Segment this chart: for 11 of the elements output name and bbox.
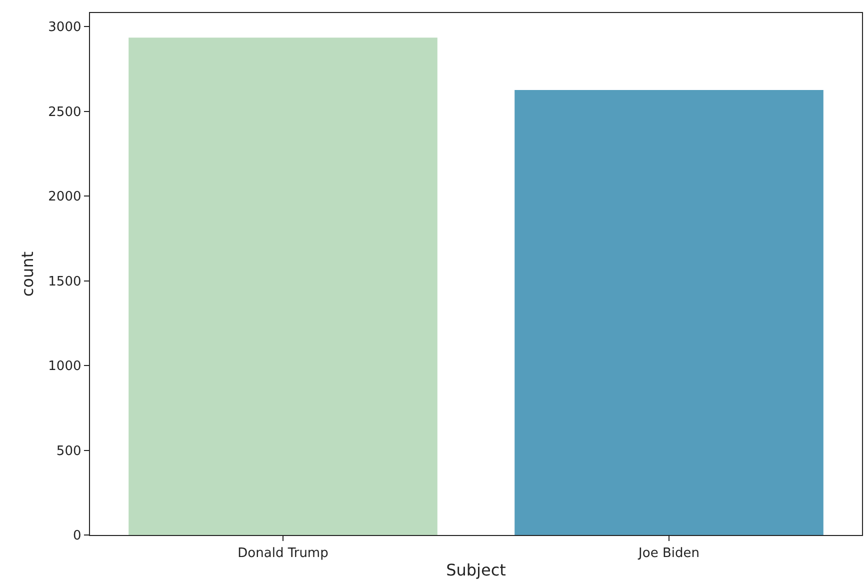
y-tick-label: 1500: [48, 274, 82, 290]
x-tick-label: Joe Biden: [638, 546, 700, 561]
y-tick-label: 0: [72, 528, 82, 544]
y-tick-label: 2000: [48, 190, 82, 205]
y-tick-label: 1000: [48, 359, 82, 374]
y-tick-label: 3000: [48, 20, 82, 36]
x-axis-title: Subject: [446, 560, 506, 580]
y-tick-label: 500: [56, 444, 82, 459]
y-axis-title: count: [18, 251, 38, 297]
y-tick-label: 2500: [48, 104, 82, 120]
x-tick-label: Donald Trump: [238, 546, 328, 561]
